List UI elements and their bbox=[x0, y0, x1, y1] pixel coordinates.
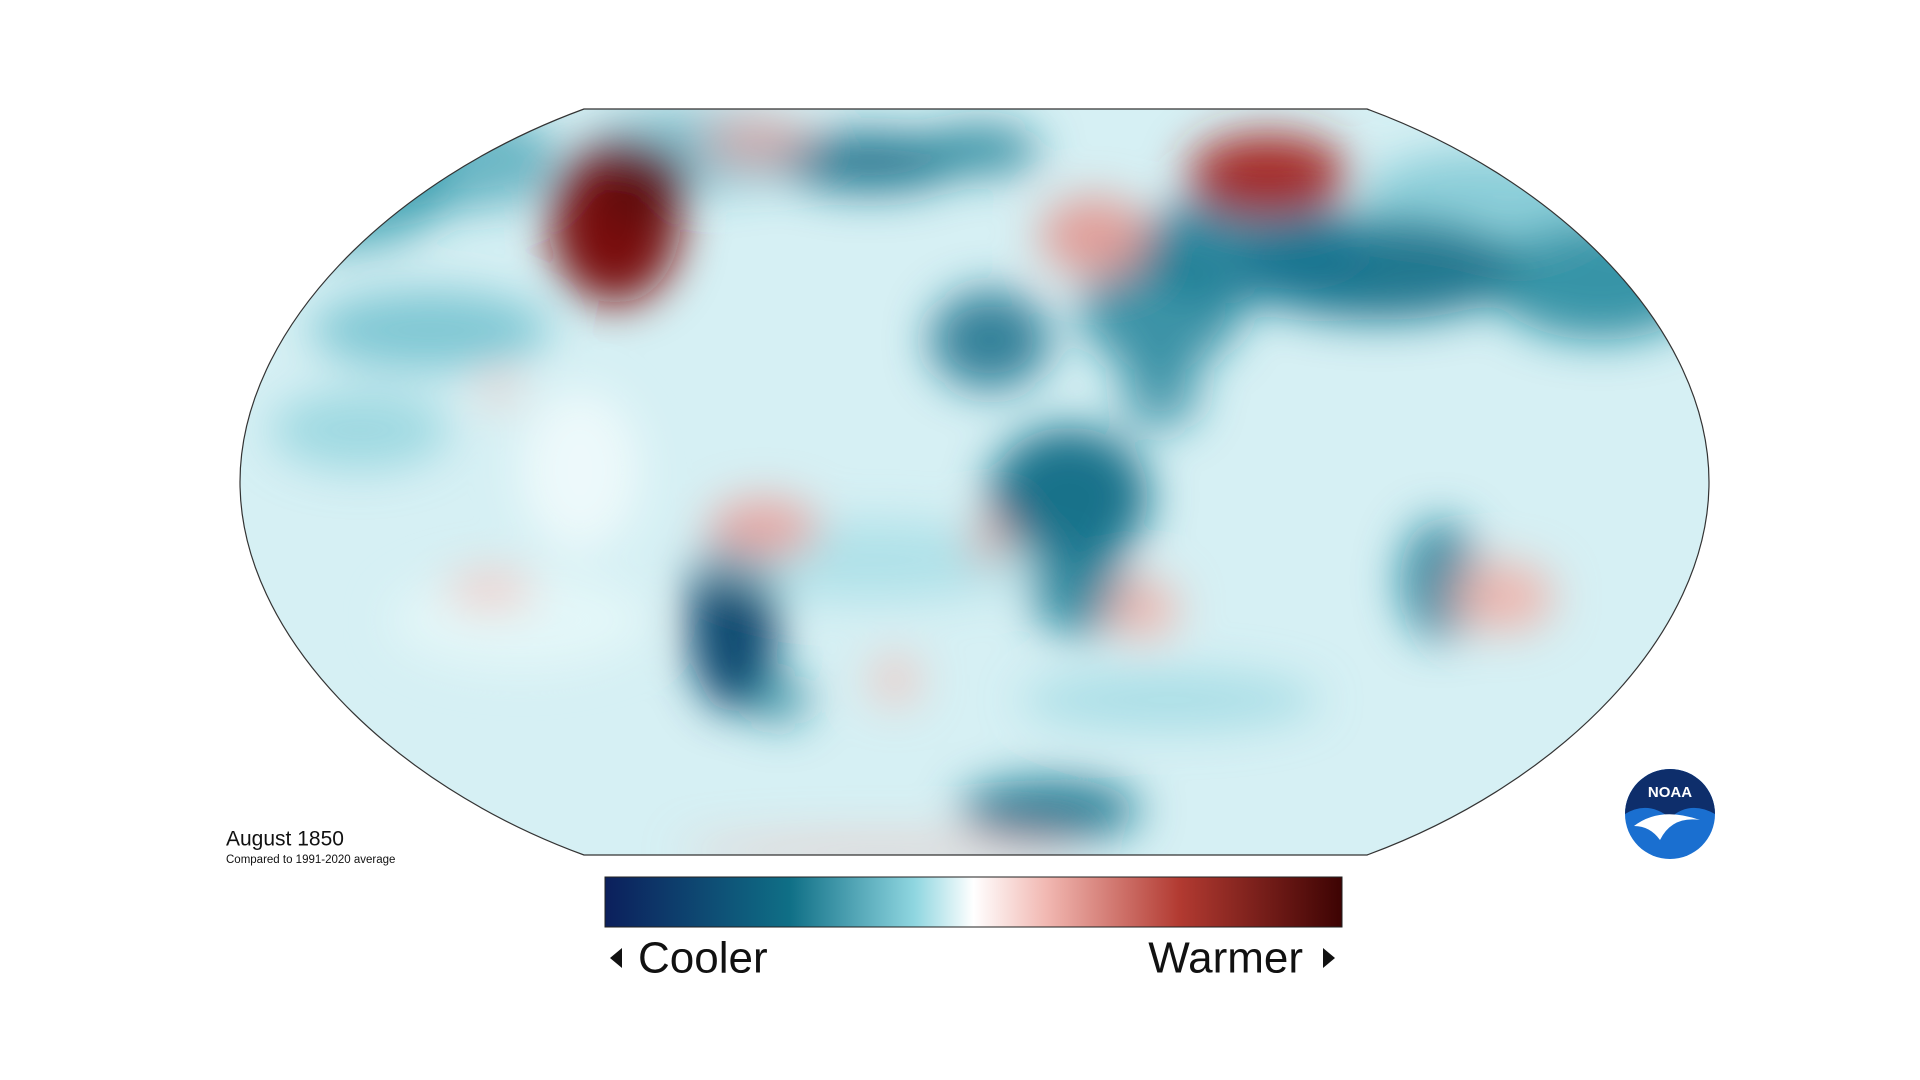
legend-high-label: Warmer bbox=[1148, 934, 1303, 983]
anomaly-blob bbox=[930, 290, 1050, 390]
anomaly-blob bbox=[680, 836, 1080, 855]
right-arrow bbox=[1323, 948, 1335, 968]
anomaly-blob bbox=[780, 132, 960, 192]
anomaly-blob bbox=[480, 375, 520, 405]
anomaly-field bbox=[240, 109, 1709, 855]
anomaly-blob bbox=[1020, 670, 1320, 730]
anomaly-blob bbox=[960, 780, 1140, 840]
anomaly-blob bbox=[520, 390, 640, 550]
legend-low-label: Cooler bbox=[638, 934, 768, 983]
anomaly-blob bbox=[750, 675, 810, 725]
anomaly-blob bbox=[595, 150, 685, 230]
color-bar bbox=[604, 876, 1343, 928]
anomaly-blob bbox=[1030, 545, 1130, 635]
map-outline bbox=[239, 108, 1710, 856]
anomaly-blob bbox=[870, 655, 920, 705]
anomaly-blob bbox=[920, 125, 1040, 175]
noaa-logo: NOAA bbox=[1625, 769, 1715, 859]
map-subtitle: Compared to 1991-2020 average bbox=[226, 854, 395, 866]
left-arrow bbox=[610, 948, 622, 968]
logo-bird bbox=[1634, 814, 1700, 840]
anomaly-blob bbox=[710, 120, 810, 160]
anomaly-blob bbox=[989, 427, 1149, 567]
anomaly-blob bbox=[1108, 579, 1178, 639]
anomaly-blob bbox=[1454, 562, 1554, 632]
map-title: August 1850 bbox=[226, 828, 344, 851]
anomaly-blob bbox=[240, 130, 450, 250]
anomaly-blob bbox=[709, 498, 819, 558]
anomaly-blob bbox=[270, 390, 450, 470]
logo-top bbox=[1625, 769, 1715, 818]
anomaly-blob bbox=[972, 515, 1008, 565]
anomaly-blob bbox=[380, 110, 560, 210]
anomaly-blob bbox=[310, 290, 550, 370]
logo-text: NOAA bbox=[1648, 784, 1692, 801]
anomaly-blob bbox=[1188, 134, 1348, 214]
anomaly-blob bbox=[1039, 196, 1149, 276]
anomaly-blob bbox=[1120, 350, 1200, 430]
anomaly-blob bbox=[445, 570, 535, 610]
anomaly-blob bbox=[1080, 250, 1240, 370]
